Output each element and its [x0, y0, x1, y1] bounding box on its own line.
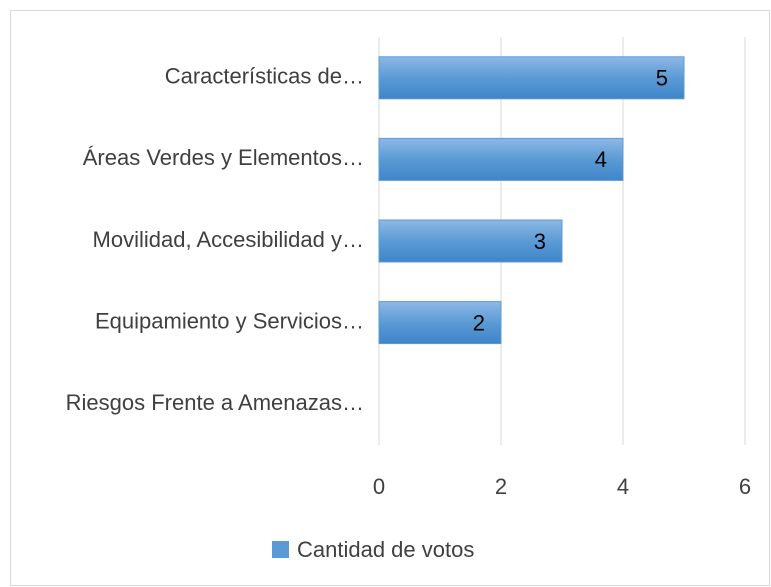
data-label: 4	[595, 147, 607, 172]
bar	[378, 56, 685, 100]
y-tick-label: Movilidad, Accesibilidad y…	[93, 227, 364, 252]
y-tick-label: Características de…	[165, 64, 364, 89]
bar	[378, 301, 502, 345]
y-tick-label: Riesgos Frente a Amenazas…	[66, 390, 364, 415]
data-label: 2	[473, 310, 485, 335]
chart-border	[10, 10, 770, 586]
y-tick-label: Áreas Verdes y Elementos…	[83, 145, 364, 170]
x-tick-label: 0	[373, 474, 385, 499]
legend-label: Cantidad de votos	[297, 537, 474, 562]
data-label: 5	[656, 66, 668, 91]
x-tick-label: 6	[739, 474, 751, 499]
legend-swatch	[272, 541, 289, 558]
x-tick-label: 4	[617, 474, 629, 499]
bar	[378, 137, 624, 181]
data-label: 3	[534, 229, 546, 254]
bar	[378, 219, 563, 263]
y-tick-label: Equipamiento y Servicios…	[95, 308, 364, 333]
x-tick-label: 2	[495, 474, 507, 499]
